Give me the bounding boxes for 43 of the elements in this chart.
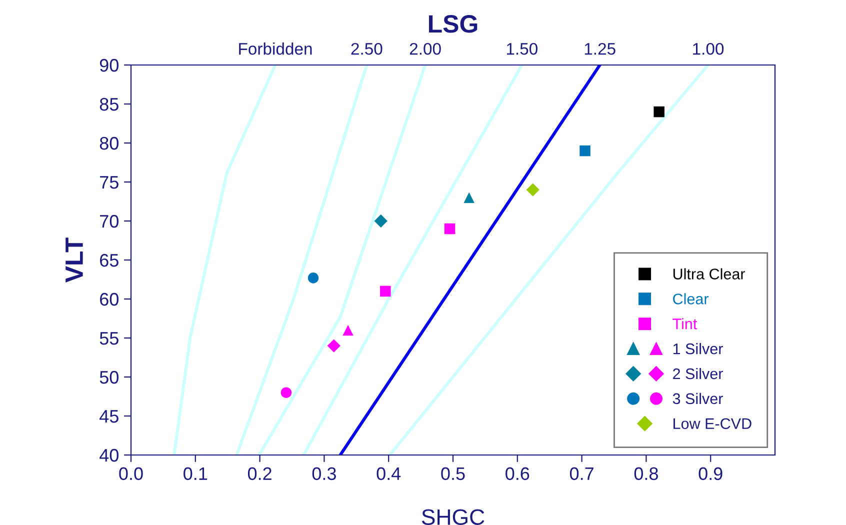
- x-tick-label: 0.7: [570, 467, 594, 480]
- point: [526, 183, 540, 196]
- x-tick-label: 0.0: [119, 467, 143, 480]
- annotation: 2.50: [351, 42, 382, 55]
- text: LSG: [428, 15, 478, 33]
- legend-label: 3 Silver: [672, 392, 723, 404]
- y-axis-title: VLT: [66, 238, 83, 283]
- point: [580, 145, 590, 156]
- x-tick-label: 0.9: [698, 467, 722, 480]
- legend-label: 2 Silver: [673, 368, 723, 380]
- annotation: 1.50: [506, 42, 538, 55]
- point: [380, 286, 391, 297]
- legend-label: Ultra Clear: [673, 268, 746, 280]
- y-tick-label: 65: [100, 254, 118, 267]
- legend-label: 1 Silver: [673, 343, 723, 354]
- y-tick-label: 55: [100, 332, 118, 345]
- legend-label: Clear: [673, 293, 709, 304]
- y-tick-label: 45: [100, 410, 118, 423]
- y-tick-label: 60: [100, 292, 118, 306]
- x-tick-label: 0.2: [248, 467, 272, 480]
- legend-label: Low E-CVD: [674, 418, 752, 430]
- y-tick-label: 75: [100, 176, 118, 189]
- x-tick-label: 0.6: [506, 467, 530, 480]
- y-tick-label: 40: [100, 448, 118, 462]
- x-tick-label: 0.4: [376, 467, 401, 480]
- point: [654, 106, 664, 118]
- x-tick-label: 0.8: [634, 467, 658, 480]
- y-tick-label: 80: [100, 136, 118, 150]
- x-axis-title: SHGC: [422, 509, 484, 525]
- annotation: 1.25: [584, 42, 616, 55]
- annotation: 2.00: [410, 42, 441, 55]
- y-tick-label: 85: [100, 98, 118, 111]
- y-tick-label: 90: [100, 58, 118, 72]
- point: [444, 223, 456, 234]
- x-tick-label: 0.1: [184, 467, 208, 480]
- annotation: Forbidden: [239, 42, 312, 55]
- annotation: 1.00: [693, 42, 724, 55]
- x-tick-label: 0.5: [441, 467, 465, 480]
- y-tick-label: 70: [100, 214, 118, 228]
- line-series: [172, 65, 277, 455]
- y-tick-label: 50: [100, 370, 118, 384]
- legend-label: Tint: [672, 318, 698, 330]
- x-tick-label: 0.3: [312, 467, 336, 480]
